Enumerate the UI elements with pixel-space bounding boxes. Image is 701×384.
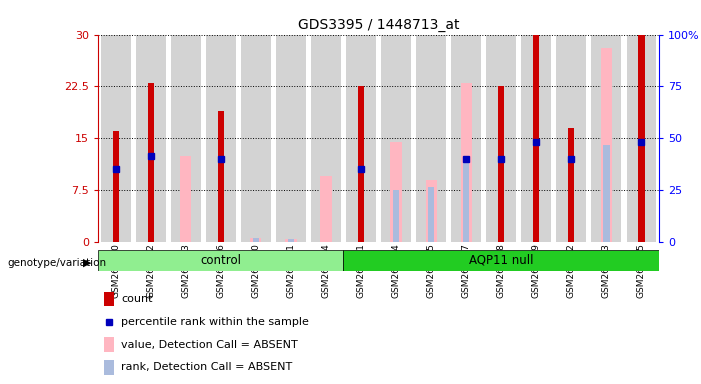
Bar	[101, 35, 130, 242]
Bar	[104, 292, 114, 306]
Bar	[463, 159, 470, 242]
Bar	[557, 35, 586, 242]
Bar	[171, 35, 200, 242]
Bar	[218, 111, 224, 242]
Bar	[569, 128, 575, 242]
Bar	[320, 176, 332, 242]
Text: value, Detection Call = ABSENT: value, Detection Call = ABSENT	[121, 339, 298, 349]
Bar	[604, 145, 610, 242]
Bar	[136, 35, 165, 242]
Bar	[241, 35, 271, 242]
Bar	[416, 35, 446, 242]
Bar	[311, 35, 341, 242]
Text: rank, Detection Call = ABSENT: rank, Detection Call = ABSENT	[121, 362, 292, 372]
Bar	[98, 250, 343, 271]
Bar	[343, 250, 659, 271]
Bar	[393, 190, 400, 242]
Bar	[346, 35, 376, 242]
Bar	[390, 142, 402, 242]
Text: percentile rank within the sample: percentile rank within the sample	[121, 317, 309, 327]
Bar	[428, 187, 435, 242]
Bar	[206, 35, 236, 242]
Bar	[104, 338, 114, 352]
Bar	[276, 35, 306, 242]
Bar	[639, 142, 645, 242]
Bar	[381, 35, 411, 242]
Bar	[250, 238, 261, 242]
Bar	[627, 35, 656, 242]
Bar	[288, 239, 294, 242]
Bar	[533, 35, 540, 242]
Bar	[285, 239, 297, 242]
Text: AQP11 null: AQP11 null	[469, 254, 533, 266]
Text: count: count	[121, 294, 153, 304]
Text: control: control	[200, 254, 241, 266]
Bar	[461, 83, 472, 242]
Bar	[113, 131, 119, 242]
Bar	[104, 360, 114, 375]
Text: genotype/variation: genotype/variation	[7, 258, 106, 268]
Bar	[486, 35, 516, 242]
Bar	[498, 86, 505, 242]
Bar	[592, 35, 621, 242]
Bar	[601, 48, 612, 242]
Bar	[522, 35, 551, 242]
Text: ▶: ▶	[83, 258, 92, 268]
Bar	[180, 156, 191, 242]
Bar	[451, 35, 481, 242]
Bar	[426, 180, 437, 242]
Bar	[358, 86, 365, 242]
Bar	[253, 238, 259, 242]
Bar	[148, 83, 154, 242]
Bar	[639, 35, 645, 242]
Title: GDS3395 / 1448713_at: GDS3395 / 1448713_at	[298, 18, 459, 32]
